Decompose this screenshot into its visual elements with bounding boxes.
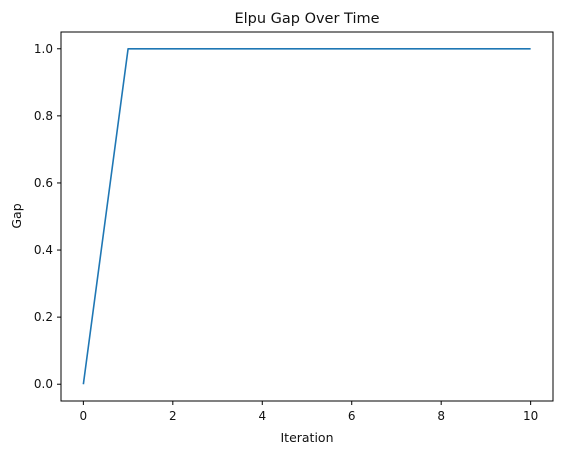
series-layer (82, 47, 531, 385)
y-axis-label: Gap (9, 203, 24, 228)
x-tick-label: 8 (437, 409, 445, 423)
x-axis-label: Iteration (280, 430, 333, 445)
y-tick-label: 0.0 (34, 377, 53, 391)
y-tick-label: 0.8 (34, 109, 53, 123)
x-tick-label: 2 (169, 409, 177, 423)
plot-area: 0 2 4 6 8 10 0.0 0.2 0.4 0.6 0.8 1.0 (34, 31, 554, 423)
x-axis-ticks: 0 2 4 6 8 10 (80, 401, 538, 423)
y-tick-label: 1.0 (34, 42, 53, 56)
axes-frame (60, 31, 554, 402)
series-line (82, 47, 531, 385)
x-tick-label: 10 (523, 409, 538, 423)
y-tick-label: 0.6 (34, 176, 53, 190)
y-tick-label: 0.4 (34, 243, 53, 257)
x-tick-label: 0 (80, 409, 88, 423)
y-axis-ticks: 0.0 0.2 0.4 0.6 0.8 1.0 (34, 42, 61, 391)
chart-title: Elpu Gap Over Time (234, 11, 379, 27)
x-tick-label: 6 (348, 409, 356, 423)
x-tick-label: 4 (258, 409, 266, 423)
y-tick-label: 0.2 (34, 310, 53, 324)
